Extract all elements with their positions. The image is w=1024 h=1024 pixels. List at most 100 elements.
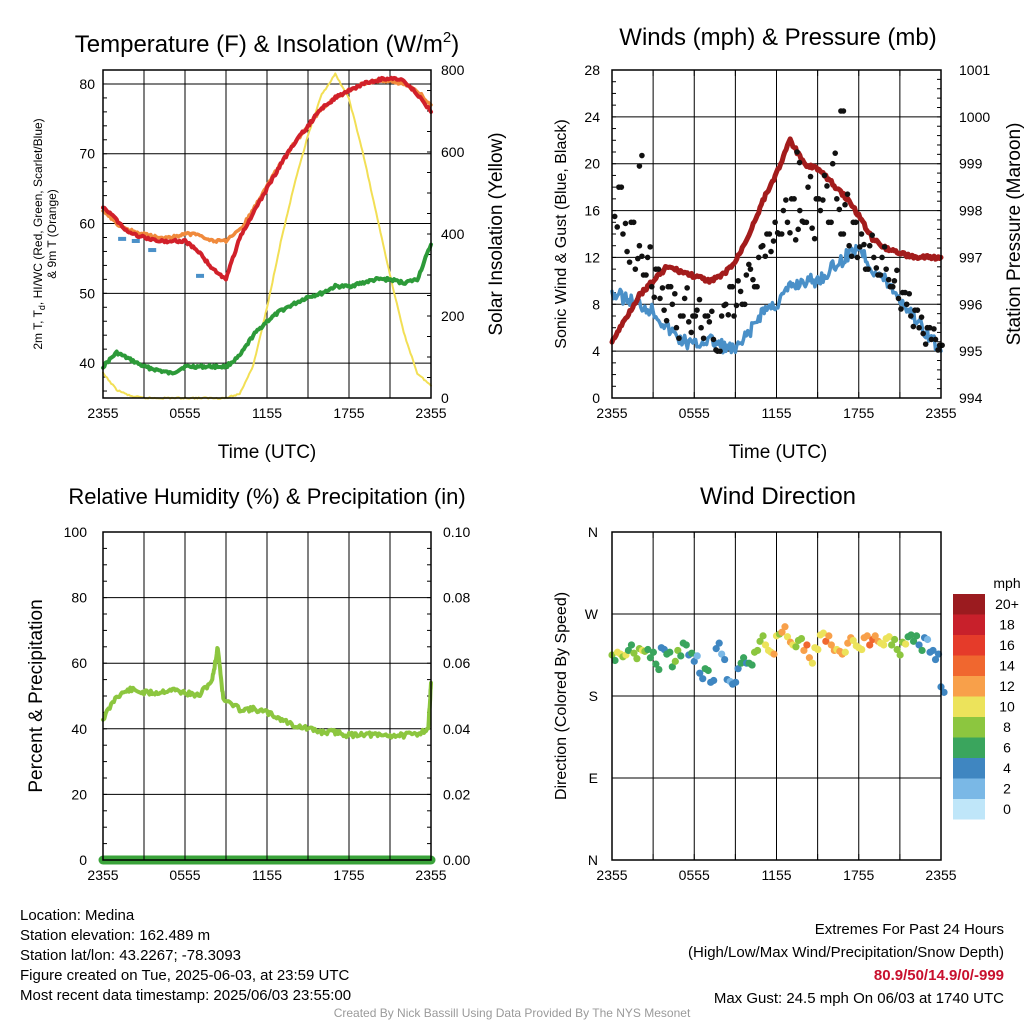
gust-point	[873, 265, 880, 271]
y-right-tick-label: 0.10	[443, 524, 470, 540]
direction-point	[699, 675, 707, 683]
gust-point	[766, 231, 773, 237]
chart-title: Relative Humidity (%) & Precipitation (i…	[68, 484, 465, 509]
humidity-line	[101, 646, 433, 740]
y-tick-label: 16	[584, 203, 600, 219]
gust-point	[805, 184, 811, 190]
y-tick-label: W	[585, 606, 599, 622]
direction-point	[690, 657, 698, 665]
gust-point	[692, 313, 699, 319]
y-tick-label: 20	[584, 156, 600, 172]
latlon-text: Station lat/lon: 43.2267; -78.3093	[20, 947, 242, 964]
direction-point	[781, 623, 789, 631]
gust-point	[676, 335, 682, 342]
y-right-tick-label: 1000	[959, 109, 990, 125]
direction-point	[761, 641, 770, 649]
gust-point	[885, 276, 892, 283]
direction-point	[721, 655, 729, 664]
gust-point	[840, 231, 847, 237]
gust-point	[861, 241, 867, 248]
gust-point	[673, 324, 680, 331]
station-info: Location: Medina Station elevation: 162.…	[20, 906, 351, 1006]
direction-point	[929, 646, 937, 655]
legend-swatch	[953, 594, 985, 615]
direction-point	[902, 640, 910, 648]
y-right-tick-label: 0.08	[443, 590, 470, 606]
direction-point	[907, 631, 915, 639]
dewpoint-mark	[196, 273, 205, 278]
gust-point	[891, 278, 898, 284]
direction-point	[674, 646, 682, 655]
gust-point	[709, 308, 715, 315]
x-tick-label: 0555	[169, 405, 200, 421]
gust-point	[647, 244, 653, 250]
direction-point	[770, 650, 778, 658]
gust-point	[624, 248, 630, 255]
legend-swatch	[953, 737, 985, 758]
direction-point	[737, 659, 745, 667]
x-tick-label: 2355	[87, 867, 118, 883]
direction-point	[891, 635, 899, 644]
direction-point	[715, 639, 723, 647]
y-tick-label: 40	[79, 355, 95, 371]
legend-label: 2	[1003, 781, 1011, 797]
legend-label: 12	[999, 678, 1015, 694]
gust-point	[632, 266, 639, 272]
gust-point	[842, 201, 848, 208]
direction-point	[923, 635, 932, 644]
gust-point	[792, 237, 799, 243]
gust-point	[694, 307, 700, 313]
y-axis-label: Direction (Colored By Speed)	[553, 592, 570, 800]
y-right-tick-label: 0	[441, 390, 449, 406]
gust-point	[659, 285, 666, 291]
gust-point	[939, 342, 945, 349]
direction-point	[866, 641, 874, 649]
gust-point	[817, 207, 824, 214]
gust-point	[684, 285, 690, 291]
gust-point	[836, 206, 843, 213]
y-right-tick-label: 600	[441, 144, 465, 160]
y-axis-label-line2: & 9m T (Orange)	[45, 189, 59, 279]
legend-label: 0	[1003, 801, 1011, 817]
gust-point	[696, 296, 703, 303]
direction-point	[863, 632, 871, 640]
gust-point	[737, 288, 744, 295]
gust-point	[667, 283, 674, 290]
gust-point	[688, 329, 695, 336]
gust-point	[920, 330, 926, 337]
speed-legend: mph 20+ 18 16 14 12 10 8 6 4 2 0	[953, 575, 1021, 820]
gust-point	[681, 295, 688, 302]
gust-point	[803, 219, 810, 226]
direction-point	[822, 637, 830, 645]
gust-point	[618, 184, 625, 190]
y-axis-label-sub: d	[37, 305, 47, 310]
gust-point	[768, 248, 774, 255]
legend-label: 20+	[995, 596, 1019, 612]
gust-point	[910, 323, 917, 330]
gust-point	[669, 301, 676, 308]
gust-point	[741, 301, 748, 308]
y-right-tick-label: 800	[441, 62, 465, 78]
direction-point	[825, 632, 833, 640]
direction-point	[803, 641, 811, 649]
gust-point	[754, 283, 760, 290]
y-tick-label: E	[589, 770, 598, 786]
gust-point	[811, 235, 818, 242]
x-tick-label: 0555	[679, 867, 710, 883]
direction-point	[696, 669, 704, 677]
gust-point	[848, 253, 855, 260]
gust-point	[908, 313, 914, 319]
gust-point	[895, 295, 902, 302]
legend-label: 18	[999, 617, 1015, 633]
y-right-axis-label: Solar Insolation (Yellow)	[486, 132, 507, 335]
winds-pressure-panel: 0 4 8 12 16 20 24 28 994 995 996 997 998 999 1000 1001 2…	[553, 24, 1024, 463]
x-tick-label: 1155	[252, 405, 282, 421]
gust-point	[750, 276, 756, 283]
gust-point	[680, 313, 686, 319]
y-tick-label: 8	[592, 296, 600, 312]
gust-point	[729, 283, 736, 290]
chart-title-end: )	[451, 31, 459, 58]
y-axis-label: Percent & Precipitation	[26, 599, 47, 792]
